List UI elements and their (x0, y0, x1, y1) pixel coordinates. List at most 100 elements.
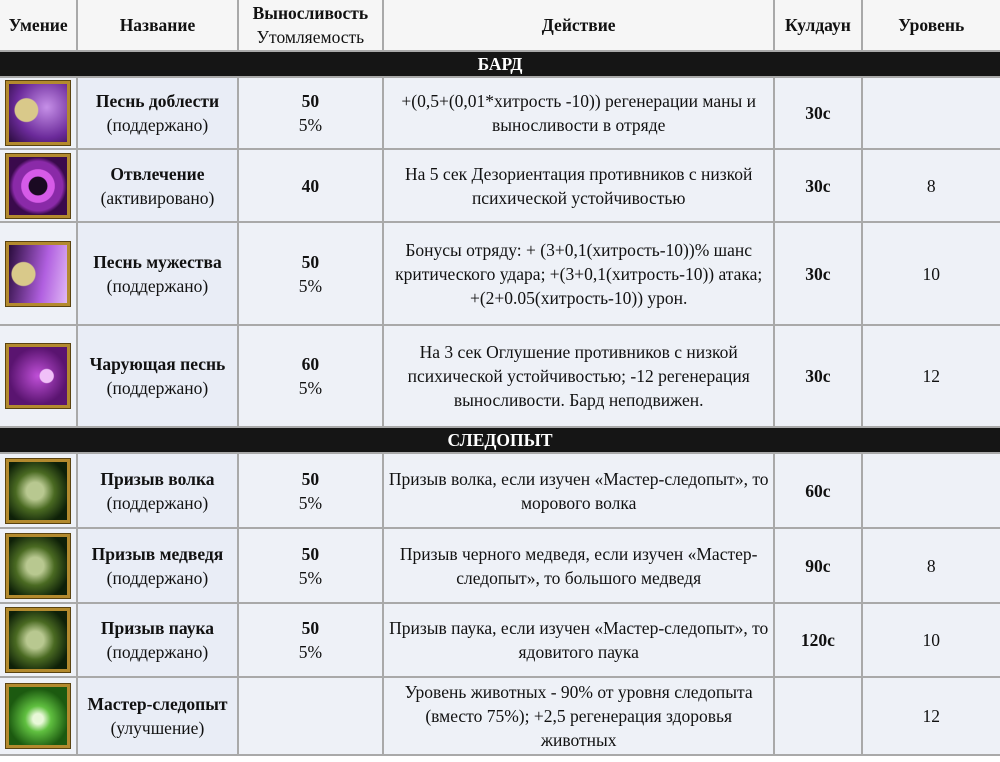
header-name: Название (78, 0, 237, 50)
header-row: Умение Название Выносливость Утомляемость… (0, 0, 1000, 50)
master-ranger-arrow-icon (6, 684, 71, 748)
skill-row: Призыв медведя (поддержано) 50 5% Призыв ч… (0, 529, 1000, 602)
skill-name-cell: Песнь мужества (поддержано) (78, 223, 237, 324)
skill-type: (поддержано) (106, 378, 209, 398)
bard-horn-icon (6, 81, 71, 145)
action-cell: Призыв черного медведя, если изучен «Мас… (384, 529, 774, 602)
skill-row: Мастер-следопыт (улучшение) Уровень живот… (0, 678, 1000, 754)
header-fatigue-label: Утомляемость (256, 27, 365, 47)
section-row: БАРД (0, 52, 1000, 76)
skill-type: (поддержано) (106, 642, 209, 662)
skill-icon-cell (0, 150, 77, 221)
stamina-cell: 50 5% (238, 529, 383, 602)
skill-type: (поддержано) (106, 492, 209, 513)
skill-name: Отвлечение (110, 163, 205, 184)
cooldown-cell: 30с (775, 223, 861, 324)
skill-name-cell: Призыв медведя (поддержано) (78, 529, 237, 602)
stamina-cell (238, 678, 383, 754)
level-cell (862, 78, 1000, 148)
cooldown-cell: 60с (775, 454, 861, 527)
stamina-cell: 50 5% (238, 223, 383, 324)
spider-icon (6, 608, 71, 672)
stamina-cell: 50 5% (238, 454, 383, 527)
action-cell: +(0,5+(0,01*хитрость -10)) регенерации м… (384, 78, 774, 148)
section-row: СЛЕДОПЫТ (0, 428, 1000, 452)
fatigue-value: 5% (298, 492, 323, 513)
section-title: СЛЕДОПЫТ (0, 428, 1000, 452)
skill-type: (активировано) (100, 187, 215, 208)
stamina-cell: 50 5% (238, 78, 383, 148)
skill-name-cell: Отвлечение (активировано) (78, 150, 237, 221)
level-cell: 12 (862, 326, 1000, 426)
skill-name: Призыв паука (100, 618, 215, 638)
cooldown-cell: 90с (775, 529, 861, 602)
bard-courage-icon (6, 241, 71, 306)
level-cell: 10 (862, 223, 1000, 324)
fatigue-value: 5% (298, 642, 323, 662)
skill-type: (поддержано) (106, 115, 209, 135)
skill-icon-cell (0, 223, 77, 324)
stamina-cell: 60 5% (238, 326, 383, 426)
level-cell: 12 (862, 678, 1000, 754)
skill-name-cell: Чарующая песнь (поддержано) (78, 326, 237, 426)
fatigue-value: 5% (298, 115, 323, 135)
skill-name-cell: Призыв волка (поддержано) (78, 454, 237, 527)
skill-name: Чарующая песнь (89, 354, 226, 374)
stamina-value: 50 (301, 618, 320, 638)
skill-type: (поддержано) (106, 567, 209, 588)
skill-icon-cell (0, 529, 77, 602)
stamina-cell: 50 5% (238, 604, 383, 676)
level-cell (862, 454, 1000, 527)
skill-icon-cell (0, 326, 77, 426)
skill-name-cell: Мастер-следопыт (улучшение) (78, 678, 237, 754)
skill-icon-cell (0, 678, 77, 754)
skill-icon-cell (0, 78, 77, 148)
stamina-cell: 40 (238, 150, 383, 221)
bear-icon (6, 533, 71, 598)
skill-name-cell: Призыв паука (поддержано) (78, 604, 237, 676)
skill-row: Песнь мужества (поддержано) 50 5% Бонусы о… (0, 223, 1000, 324)
fatigue-value: 5% (298, 378, 323, 398)
skill-icon-cell (0, 454, 77, 527)
skill-name: Призыв медведя (91, 543, 224, 564)
skill-row: Призыв паука (поддержано) 50 5% Призыв пау… (0, 604, 1000, 676)
action-cell: Бонусы отряду: + (3+0,1(хитрость-10))% ш… (384, 223, 774, 324)
skill-icon-cell (0, 604, 77, 676)
skill-name: Песнь мужества (93, 251, 222, 272)
bard-distraction-icon (6, 153, 71, 218)
stamina-value: 40 (301, 175, 320, 196)
action-cell: Призыв волка, если изучен «Мастер-следоп… (384, 454, 774, 527)
skill-type: (поддержано) (106, 275, 209, 296)
action-cell: Уровень животных - 90% от уровня следопы… (384, 678, 774, 754)
cooldown-cell: 30с (775, 150, 861, 221)
skill-name: Призыв волка (100, 468, 215, 489)
cooldown-cell: 30с (775, 326, 861, 426)
action-cell: На 5 сек Дезориентация противников с низ… (384, 150, 774, 221)
stamina-value: 50 (301, 251, 320, 272)
header-action: Действие (384, 0, 774, 50)
level-cell: 10 (862, 604, 1000, 676)
section-title: БАРД (0, 52, 1000, 76)
level-cell: 8 (862, 150, 1000, 221)
skill-row: Чарующая песнь (поддержано) 60 5% На 3 сек… (0, 326, 1000, 426)
skill-row: Отвлечение (активировано) 40 На 5 сек Дез… (0, 150, 1000, 221)
fatigue-value: 5% (298, 275, 323, 296)
cooldown-cell (775, 678, 861, 754)
header-stamina-label: Выносливость (252, 3, 369, 23)
level-cell: 8 (862, 529, 1000, 602)
bard-charm-song-icon (6, 344, 71, 408)
action-cell: Призыв паука, если изучен «Мастер-следоп… (384, 604, 774, 676)
header-level: Уровень (862, 0, 1000, 50)
header-cooldown: Кулдаун (775, 0, 861, 50)
fatigue-value: 5% (298, 567, 323, 588)
wolf-icon (6, 458, 71, 523)
header-stamina: Выносливость Утомляемость (238, 0, 383, 50)
stamina-value: 50 (301, 91, 320, 111)
stamina-value: 60 (301, 354, 320, 374)
skill-type: (улучшение) (110, 718, 205, 738)
skill-row: Песнь доблести (поддержано) 50 5% +(0,5+(0… (0, 78, 1000, 148)
cooldown-cell: 120с (775, 604, 861, 676)
stamina-value: 50 (301, 468, 320, 489)
skill-name: Мастер-следопыт (87, 694, 228, 714)
